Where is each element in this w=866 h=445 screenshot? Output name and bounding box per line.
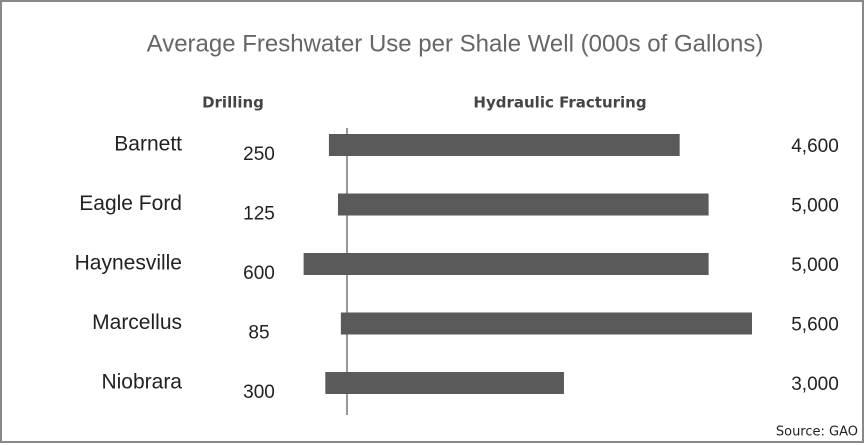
legend-fracturing: Hydraulic Fracturing bbox=[473, 94, 646, 112]
category-label: Eagle Ford bbox=[79, 192, 182, 215]
drilling-value: 125 bbox=[243, 204, 275, 225]
drilling-bar bbox=[303, 253, 347, 275]
category-label: Barnett bbox=[114, 133, 182, 156]
chart-title: Average Freshwater Use per Shale Well (0… bbox=[147, 30, 764, 57]
source: Source: GAO bbox=[776, 425, 858, 440]
fracturing-bar bbox=[347, 134, 680, 156]
fracturing-value: 4,600 bbox=[791, 136, 839, 157]
fracturing-value: 5,000 bbox=[791, 255, 839, 276]
fracturing-bar bbox=[347, 312, 752, 335]
drilling-value: 300 bbox=[243, 382, 275, 403]
fracturing-value: 5,000 bbox=[791, 196, 839, 217]
drilling-bar bbox=[337, 193, 347, 216]
drilling-value: 250 bbox=[243, 144, 275, 165]
category-label: Haynesville bbox=[75, 252, 182, 275]
fracturing-value: 3,000 bbox=[791, 374, 839, 395]
category-label: Marcellus bbox=[92, 311, 182, 334]
drilling-bar bbox=[325, 372, 347, 394]
fracturing-bar bbox=[347, 372, 564, 394]
fracturing-value: 5,600 bbox=[791, 315, 839, 336]
drilling-bar bbox=[340, 312, 347, 335]
drilling-value: 600 bbox=[243, 263, 275, 284]
fracturing-bar bbox=[347, 253, 709, 275]
legend-drilling: Drilling bbox=[202, 94, 264, 112]
drilling-bar bbox=[328, 134, 347, 156]
fracturing-bar bbox=[347, 193, 709, 216]
drilling-value: 85 bbox=[248, 323, 269, 344]
category-label: Niobrara bbox=[101, 371, 182, 394]
